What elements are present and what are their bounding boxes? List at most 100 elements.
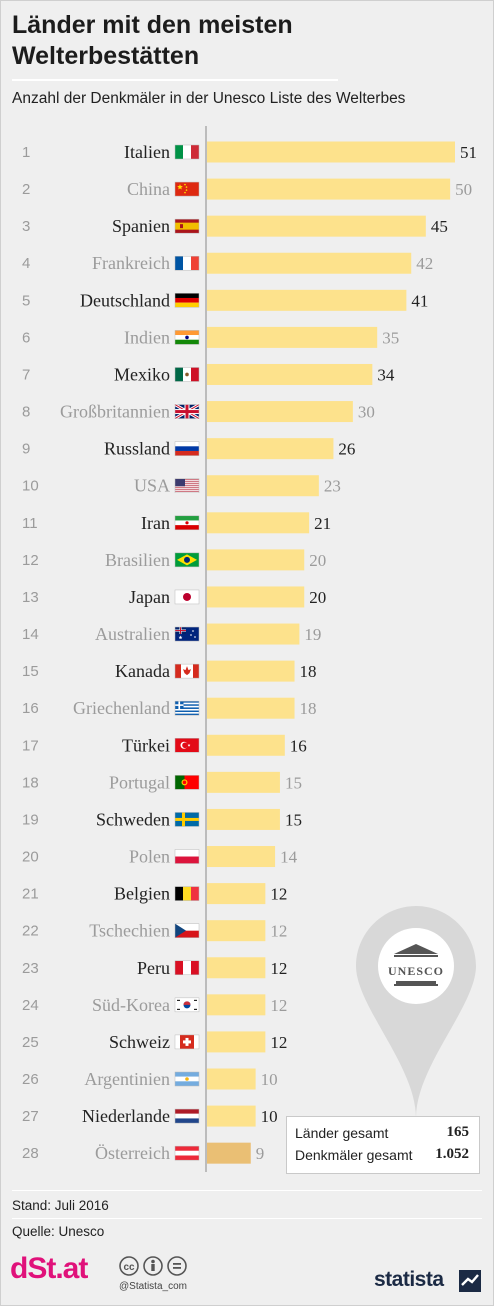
value-label: 20 [309,551,326,570]
unesco-logo-text: UNESCO [388,964,444,978]
value-label: 12 [270,959,287,978]
category-label: Niederlande [82,1106,170,1126]
flag-gb-icon [174,403,200,420]
value-label: 23 [324,477,341,496]
value-label: 30 [358,403,375,422]
rank-label: 11 [22,515,38,532]
bar [207,1031,266,1053]
value-label: 12 [270,922,287,941]
footer-source: Quelle: Unesco [12,1224,105,1239]
category-label: Schweiz [109,1032,170,1052]
rank-label: 22 [22,923,39,940]
bar [207,846,276,868]
bar [207,363,373,385]
flag-au-icon [174,626,200,642]
category-label: USA [134,476,170,496]
monuments-total-label: Denkmäler gesamt [295,1147,413,1163]
footer-divider [12,1190,482,1191]
flag-fr-icon [174,255,200,271]
bar [207,1068,256,1090]
value-label: 15 [285,810,302,829]
rank-label: 25 [22,1034,39,1051]
value-label: 51 [460,143,477,162]
rank-label: 1 [22,144,30,161]
bar [207,178,451,200]
category-label: Deutschland [80,290,170,310]
flag-ch-icon [174,1034,200,1050]
value-label: 41 [411,291,428,310]
value-label: 35 [382,328,399,347]
flag-kr-icon [174,997,200,1013]
rank-label: 27 [22,1108,39,1125]
category-label: Mexiko [114,364,170,384]
category-label: Österreich [95,1143,170,1163]
category-label: Belgien [114,884,170,904]
bar [207,883,266,905]
bar [207,475,319,497]
value-label: 10 [261,1070,278,1089]
statista-logo[interactable]: statista [374,1268,444,1291]
category-label: Argentinien [84,1069,170,1089]
flag-de-icon [174,293,200,308]
rank-label: 3 [22,218,30,235]
category-label: Brasilien [105,550,170,570]
rank-label: 28 [22,1145,39,1162]
rank-label: 13 [22,589,39,606]
bar-chart: 1 Italien 512 China 503 Spanien 454 Frankreich 4… [22,126,477,1172]
category-label: Schweden [96,809,170,829]
rank-label: 15 [22,663,39,680]
flag-ca-icon [174,663,200,679]
page-title: Länder mit den meisten Welterbestätten [12,11,293,70]
rank-label: 24 [22,997,39,1014]
dst-logo[interactable]: dSt.at [10,1252,88,1285]
flag-tr-icon [174,738,200,753]
category-label: China [127,179,170,199]
flag-cz-icon [174,923,200,938]
rank-label: 19 [22,811,39,828]
statista-mark-icon [459,1270,481,1297]
value-label: 45 [431,217,448,236]
bar [207,586,305,608]
category-label: Türkei [122,735,170,755]
value-label: 12 [270,885,287,904]
value-label: 10 [261,1107,278,1126]
rank-label: 16 [22,700,39,717]
rank-label: 4 [22,255,30,272]
bar [207,252,412,274]
value-label: 14 [280,848,298,867]
bar [207,808,280,830]
footer-divider-2 [12,1218,482,1219]
bar [207,660,295,682]
rank-label: 18 [22,774,39,791]
category-label: Peru [137,958,170,978]
category-label: Süd-Korea [92,995,170,1015]
category-label: Indien [124,327,170,347]
value-label: 20 [309,588,326,607]
title-divider [12,79,338,81]
category-label: Polen [129,847,170,867]
rank-label: 9 [22,441,30,458]
footer-stand: Stand: Juli 2016 [12,1198,109,1213]
flag-cn-icon [174,181,200,197]
value-label: 18 [300,662,317,681]
value-label: 50 [455,180,472,199]
bar [207,512,310,534]
value-label: 19 [304,625,321,644]
flag-jp-icon [174,589,200,605]
rank-label: 2 [22,181,30,198]
unesco-pin: UNESCO [356,906,476,1131]
value-label: 42 [416,254,433,273]
bar [207,438,334,460]
bar [207,697,295,719]
rank-label: 10 [22,478,39,495]
category-label: Portugal [109,772,170,792]
countries-total-label: Länder gesamt [295,1125,389,1141]
rank-label: 14 [22,626,39,643]
flag-ar-icon [174,1071,200,1087]
flag-us-icon [174,478,200,493]
bar [207,401,353,423]
rank-label: 23 [22,960,39,977]
bar [207,289,407,311]
rank-label: 20 [22,849,39,866]
value-label: 16 [290,736,307,755]
